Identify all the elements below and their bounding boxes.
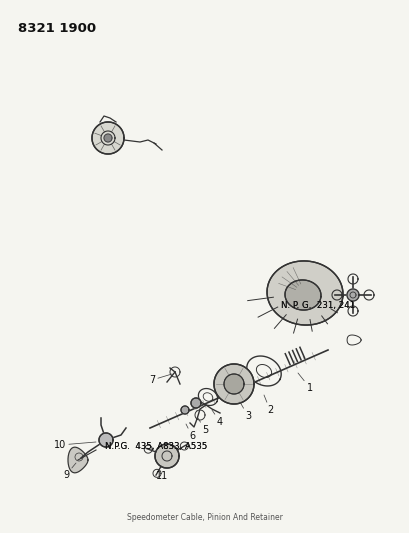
Polygon shape (213, 364, 254, 404)
Polygon shape (284, 280, 320, 310)
Text: 6: 6 (186, 424, 195, 441)
Polygon shape (155, 444, 179, 468)
Text: N. P. G.  231, 241: N. P. G. 231, 241 (280, 301, 354, 310)
Text: Speedometer Cable, Pinion And Retainer: Speedometer Cable, Pinion And Retainer (127, 513, 282, 522)
Text: 5: 5 (198, 418, 208, 435)
Polygon shape (68, 447, 88, 473)
Text: N.P.G.  435, A833, A535: N.P.G. 435, A833, A535 (104, 442, 207, 451)
Text: 2: 2 (263, 395, 272, 415)
Polygon shape (191, 398, 200, 408)
Polygon shape (223, 374, 243, 394)
Polygon shape (92, 122, 124, 154)
Text: 1: 1 (297, 373, 312, 393)
Text: 8321 1900: 8321 1900 (18, 22, 96, 35)
Polygon shape (266, 261, 342, 325)
Text: 3: 3 (239, 402, 250, 421)
Polygon shape (180, 406, 189, 414)
Text: N.P.G.  435, A833, A535: N.P.G. 435, A833, A535 (104, 442, 207, 451)
Text: 7: 7 (148, 374, 172, 385)
Text: 11: 11 (155, 468, 168, 481)
Text: N. P. G.  231, 241: N. P. G. 231, 241 (280, 301, 354, 310)
Text: 4: 4 (211, 410, 222, 427)
Polygon shape (99, 433, 113, 447)
Text: 10: 10 (54, 440, 96, 450)
Polygon shape (346, 289, 358, 301)
Polygon shape (104, 134, 112, 142)
Text: 9: 9 (63, 463, 76, 480)
